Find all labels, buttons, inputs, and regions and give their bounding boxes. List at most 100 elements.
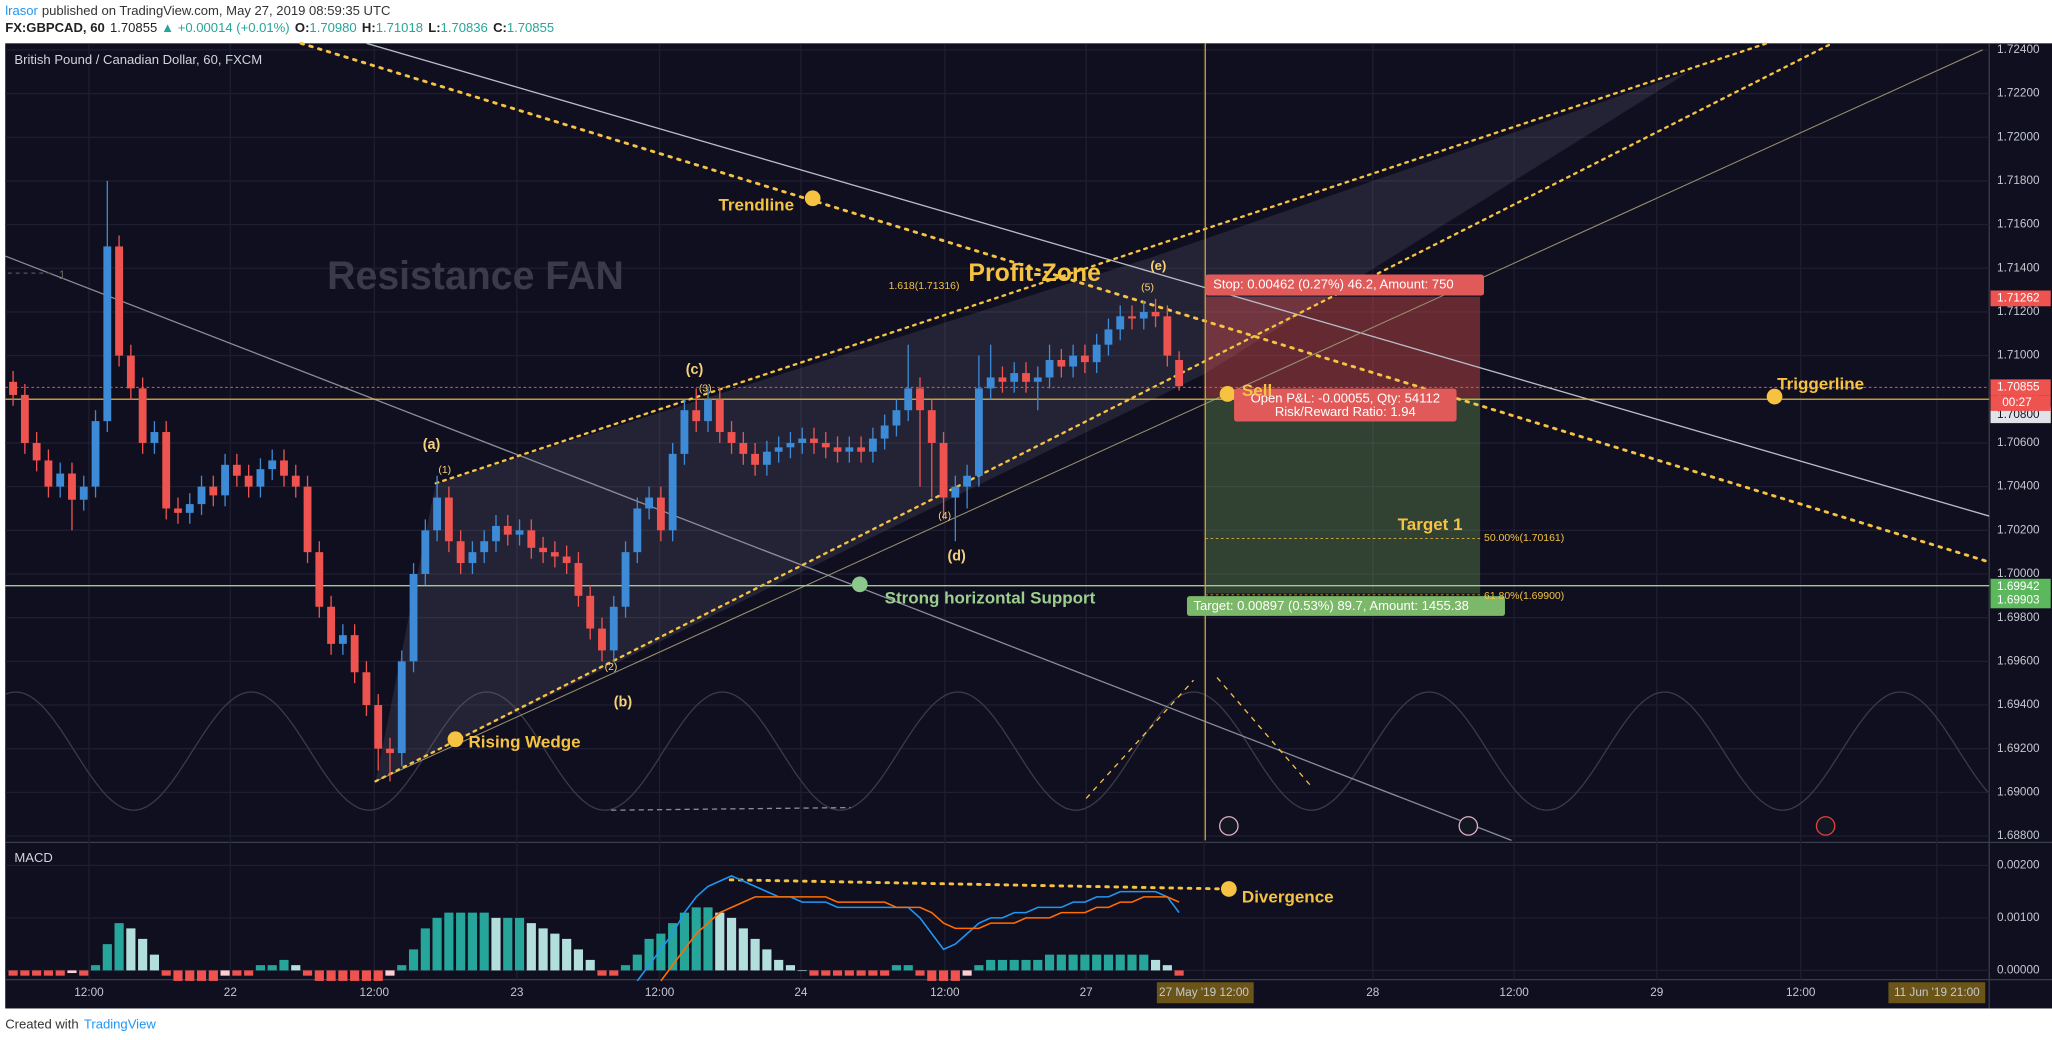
histogram-bar [715, 912, 725, 971]
histogram-bar [373, 970, 383, 981]
histogram-bar [114, 923, 124, 971]
candle-body [810, 438, 818, 443]
histogram-bar [1044, 954, 1055, 971]
event-icon[interactable] [1815, 816, 1836, 836]
histogram-bar [762, 949, 772, 971]
histogram-bar [126, 928, 136, 971]
histogram-bar [1092, 954, 1102, 971]
price-label: 1.70855 [1997, 380, 2040, 393]
candle-body [1080, 355, 1089, 363]
candle-body [503, 525, 512, 535]
candle-body [821, 442, 830, 448]
price-label: 1.69942 [1997, 580, 2040, 593]
y-tick-label: 1.70000 [1997, 567, 2040, 580]
y-tick-label: 1.70600 [1997, 436, 2040, 449]
histogram-bar [950, 970, 960, 981]
histogram-bar [797, 970, 807, 972]
candle-body [1057, 359, 1066, 367]
projection-arrow [1216, 677, 1314, 789]
histogram-bar [138, 938, 148, 971]
price-label-box [1990, 578, 2051, 595]
grid [5, 43, 1990, 980]
y-tick-label: 1.69800 [1997, 611, 2040, 624]
histogram-bar [20, 970, 30, 976]
candle-body [91, 421, 100, 487]
histogram-bar [927, 970, 937, 981]
candle-body [221, 464, 230, 496]
annotation: (d) [947, 549, 966, 565]
candle-body [9, 381, 18, 395]
candle-body [798, 438, 807, 443]
price-label-box [1990, 379, 2051, 396]
candle-body [527, 530, 536, 548]
histogram-bar [385, 970, 395, 976]
candle-body [256, 469, 265, 487]
high: 1.71018 [376, 20, 423, 35]
histogram-bar [903, 965, 913, 971]
histogram-bar [750, 938, 760, 971]
histogram-bar [562, 938, 572, 971]
candle-body [280, 460, 288, 476]
histogram-bar [726, 917, 737, 971]
histogram-bar [491, 917, 501, 971]
candle-body [409, 573, 418, 662]
brand[interactable]: TradingView [84, 1017, 156, 1032]
created-with: Created with [5, 1017, 78, 1032]
candle-body [727, 432, 736, 443]
x-tick-label: 28 [1366, 986, 1380, 999]
stop-text: Stop: 0.00462 (0.27%) 46.2, Amount: 750 [1213, 276, 1454, 291]
cycle-measure [611, 806, 851, 811]
pnl-box [1234, 388, 1457, 422]
y-tick-label: 0.00000 [1997, 964, 2040, 977]
candle-body [974, 388, 983, 476]
histogram-bar [620, 965, 631, 971]
candle-body [1128, 316, 1136, 319]
histogram-bar [456, 912, 466, 971]
event-icon[interactable] [1219, 816, 1239, 836]
fan-line [375, 49, 1983, 782]
histogram-bar [1021, 959, 1031, 971]
histogram-bar [585, 959, 595, 971]
histogram-bar [573, 949, 584, 971]
annotation: (a) [423, 437, 441, 453]
candle-body [209, 486, 218, 496]
anchor-dot [1219, 386, 1236, 402]
histogram-bar [173, 970, 183, 981]
x-tick-label: 12:00 [74, 986, 104, 999]
histogram-bar [986, 959, 996, 971]
x-tick-label: 27 [1080, 986, 1093, 999]
target-box [1186, 596, 1505, 616]
histogram-bar [1103, 954, 1114, 971]
histogram-bar [856, 970, 866, 976]
histogram-bar [644, 938, 654, 971]
author[interactable]: lrasor [5, 3, 38, 18]
histogram-bar [597, 970, 607, 976]
y-tick-label: 1.69400 [1997, 698, 2040, 711]
x-tick-label: 23 [510, 986, 524, 999]
event-icon[interactable] [1458, 816, 1479, 836]
y-tick-label: 1.71600 [1997, 218, 2040, 231]
annotation: Target 1 [1398, 515, 1463, 534]
countdown: 00:27 [2002, 396, 2031, 409]
candle-body [162, 432, 171, 509]
candle-body [433, 497, 442, 531]
candle-body [138, 388, 147, 443]
annotation: (1) [438, 465, 451, 476]
annotation: (4) [938, 511, 951, 522]
candle-body [857, 447, 866, 452]
candle-body [20, 394, 29, 443]
candle-body [1022, 373, 1030, 382]
annotation: (e) [1150, 258, 1166, 273]
candle-body [539, 547, 548, 553]
x-tick-label: 12:00 [360, 986, 390, 999]
chart-bg [5, 43, 2052, 1009]
annotation: Strong horizontal Support [885, 588, 1096, 607]
cycle-wave [5, 691, 1989, 811]
candle-body [515, 530, 524, 535]
annotation: Resistance FAN [327, 254, 624, 298]
annotation: (c) [686, 362, 704, 378]
symbol: FX:GBPCAD, 60 [5, 20, 105, 35]
wedge-upper [434, 42, 1768, 485]
